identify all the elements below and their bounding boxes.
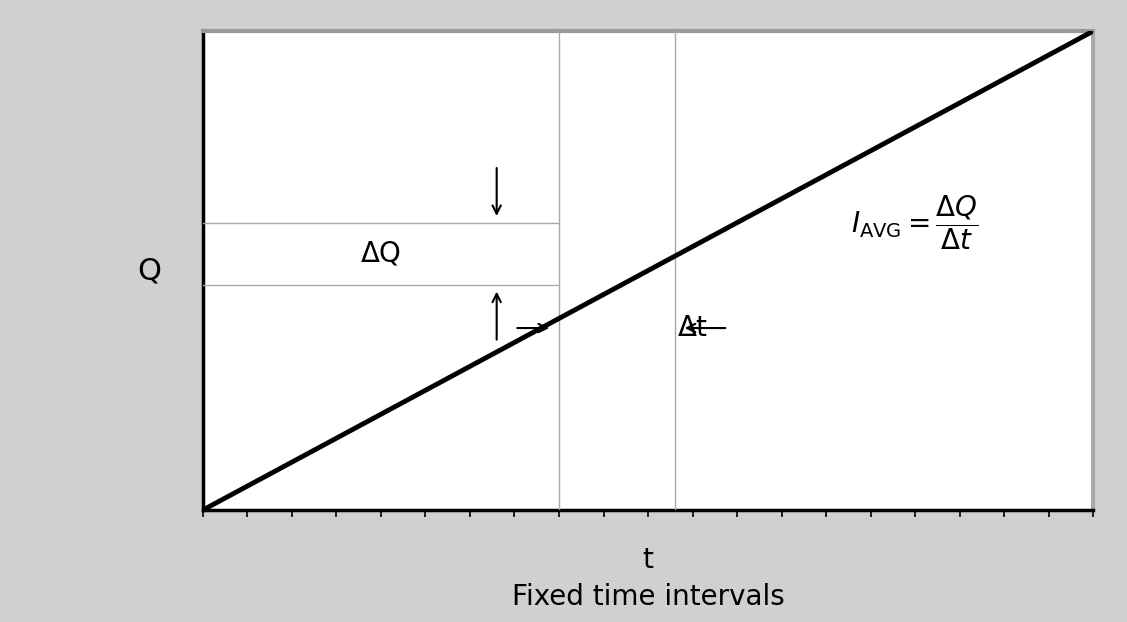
Text: t: t <box>642 545 654 574</box>
Text: Fixed time intervals: Fixed time intervals <box>512 583 784 611</box>
Text: Q: Q <box>137 256 161 285</box>
Text: $\Delta$Q: $\Delta$Q <box>361 240 401 268</box>
Text: $\mathit{I}_{\mathrm{AVG}} = \dfrac{\Delta Q}{\Delta t}$: $\mathit{I}_{\mathrm{AVG}} = \dfrac{\Del… <box>851 193 979 252</box>
Text: $\Delta$t: $\Delta$t <box>677 314 708 342</box>
